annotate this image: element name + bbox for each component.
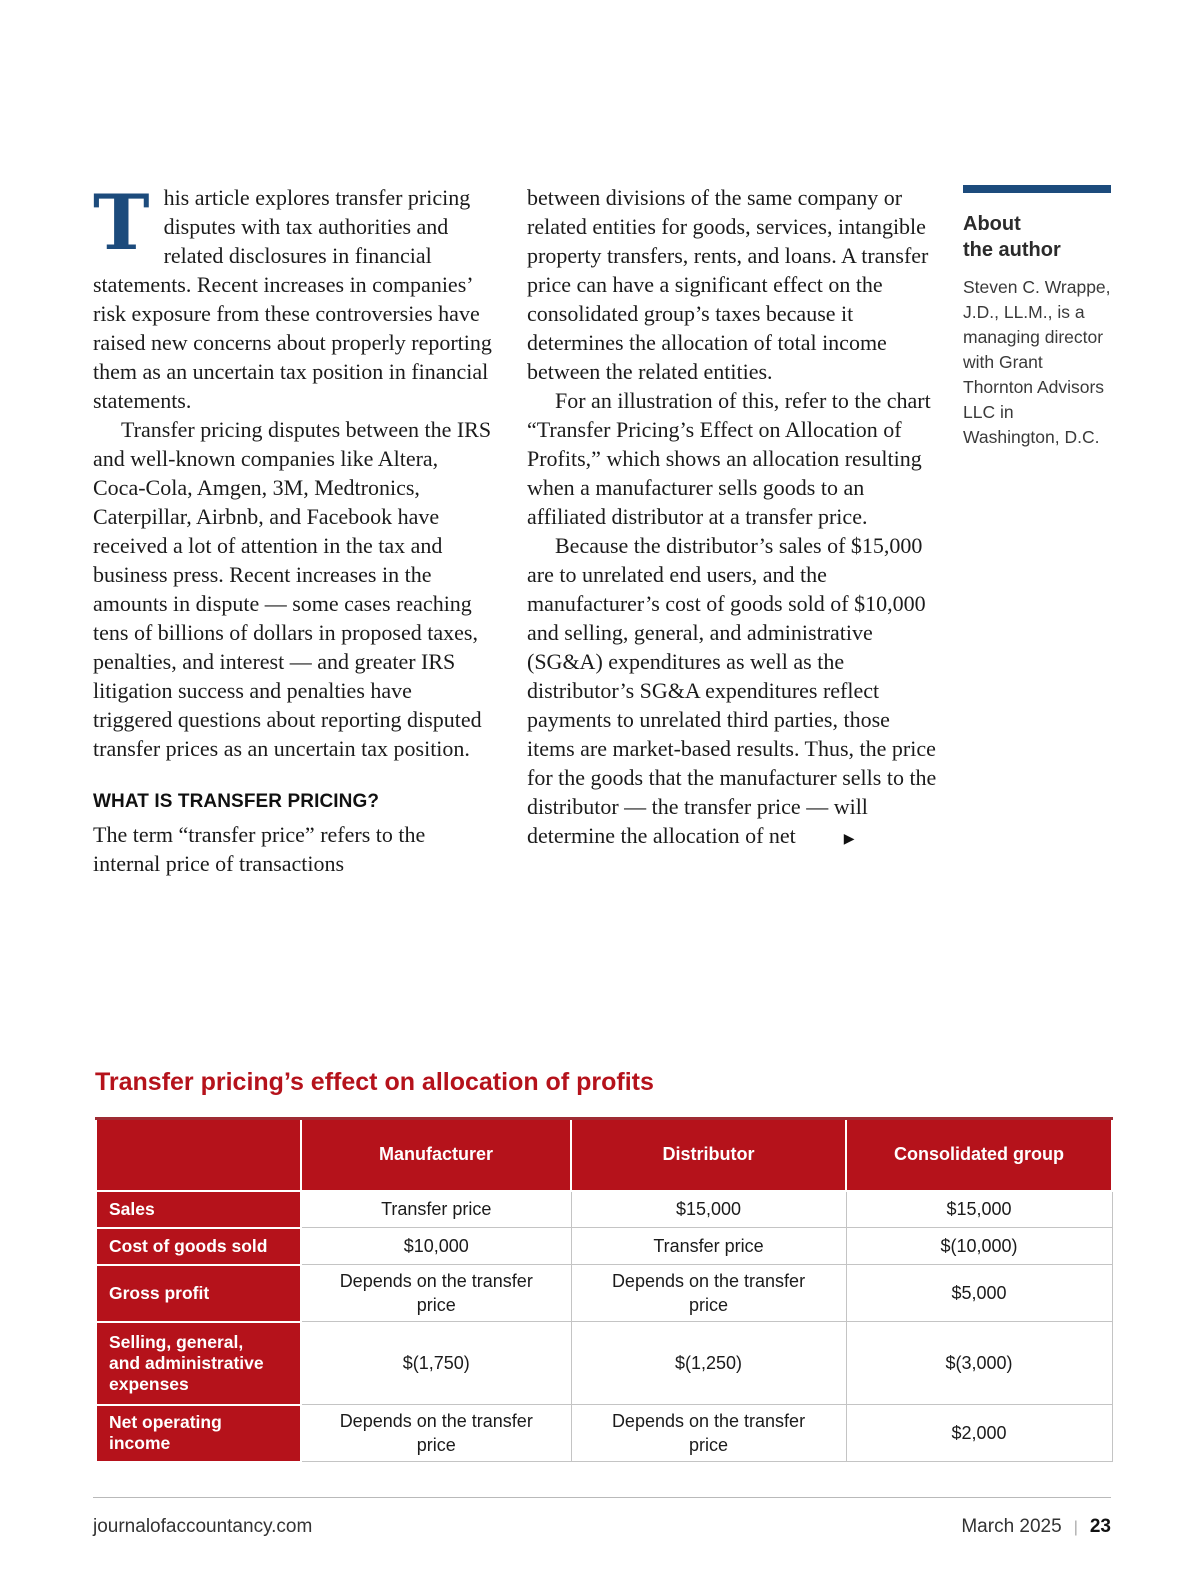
- footer-rule: [93, 1497, 1111, 1498]
- footer-issue-info: March 2025 | 23: [961, 1516, 1111, 1538]
- row-label: Selling, general, and administrative exp…: [95, 1320, 302, 1406]
- table-cell: $(1,750): [300, 1321, 572, 1405]
- footer-separator: |: [1073, 1519, 1078, 1536]
- header-cell-consolidated: Consolidated group: [845, 1117, 1113, 1192]
- footer-site-url: journalofaccountancy.com: [93, 1516, 313, 1537]
- header-cell-distributor: Distributor: [570, 1117, 847, 1192]
- page-footer: journalofaccountancy.com March 2025 | 23: [93, 1516, 1111, 1538]
- table-cell: $10,000: [300, 1227, 572, 1265]
- table-cell: Depends on the transfer price: [570, 1264, 847, 1322]
- table-cell: Transfer price: [570, 1227, 847, 1265]
- paragraph: The term “transfer price” refers to the …: [93, 822, 426, 876]
- table-cell: $(3,000): [845, 1321, 1113, 1405]
- author-bio: Steven C. Wrappe, J.D., LL.M., is a mana…: [963, 277, 1111, 447]
- drop-cap: T: [93, 178, 150, 267]
- transfer-pricing-table: Manufacturer Distributor Consolidated gr…: [95, 1117, 1113, 1463]
- table-cell: Depends on the transfer price: [570, 1404, 847, 1462]
- table-cell: $15,000: [570, 1190, 847, 1228]
- lead-paragraph-text: his article explores transfer pricing di…: [93, 185, 492, 413]
- table-row: Sales Transfer price $15,000 $15,000: [95, 1189, 1113, 1229]
- table-cell: $2,000: [845, 1404, 1113, 1462]
- paragraph: For an illustration of this, refer to th…: [527, 388, 931, 529]
- table-row: Net operating income Depends on the tran…: [95, 1403, 1113, 1463]
- article-column-2: between divisions of the same company or…: [527, 183, 943, 854]
- table-cell: $(1,250): [570, 1321, 847, 1405]
- paragraph: Because the distributor’s sales of $15,0…: [527, 531, 943, 854]
- row-label: Net operating income: [95, 1403, 302, 1463]
- sidebar-heading: About the author: [963, 213, 1061, 261]
- table-cell: Transfer price: [300, 1190, 572, 1228]
- section-heading: WHAT IS TRANSFER PRICING?: [93, 791, 380, 812]
- table-row: Gross profit Depends on the transfer pri…: [95, 1263, 1113, 1323]
- row-label: Gross profit: [95, 1263, 302, 1323]
- about-the-author-sidebar: About the author Steven C. Wrappe, J.D.,…: [963, 185, 1111, 450]
- continuation-arrow-icon: ▶: [843, 831, 855, 847]
- table-cell: Depends on the transfer price: [300, 1404, 572, 1462]
- table-row: Selling, general, and administrative exp…: [95, 1320, 1113, 1406]
- table-cell: $(10,000): [845, 1227, 1113, 1265]
- row-label: Sales: [95, 1189, 302, 1229]
- table-header-row: Manufacturer Distributor Consolidated gr…: [95, 1117, 1113, 1192]
- paragraph: between divisions of the same company or…: [527, 185, 929, 384]
- footer-issue-date: March 2025: [961, 1516, 1062, 1537]
- exhibit-title: Transfer pricing’s effect on allocation …: [95, 1068, 654, 1096]
- header-cell-manufacturer: Manufacturer: [300, 1117, 572, 1192]
- table-cell: $15,000: [845, 1190, 1113, 1228]
- footer-page-number: 23: [1089, 1516, 1111, 1537]
- header-cell-blank: [95, 1117, 302, 1192]
- sidebar-accent-rule: [963, 185, 1111, 193]
- table-cell: $5,000: [845, 1264, 1113, 1322]
- table-cell: Depends on the transfer price: [300, 1264, 572, 1322]
- paragraph-text: Because the distributor’s sales of $15,0…: [527, 533, 937, 848]
- table-row: Cost of goods sold $10,000 Transfer pric…: [95, 1226, 1113, 1266]
- row-label: Cost of goods sold: [95, 1226, 302, 1266]
- paragraph: Transfer pricing disputes between the IR…: [93, 417, 492, 761]
